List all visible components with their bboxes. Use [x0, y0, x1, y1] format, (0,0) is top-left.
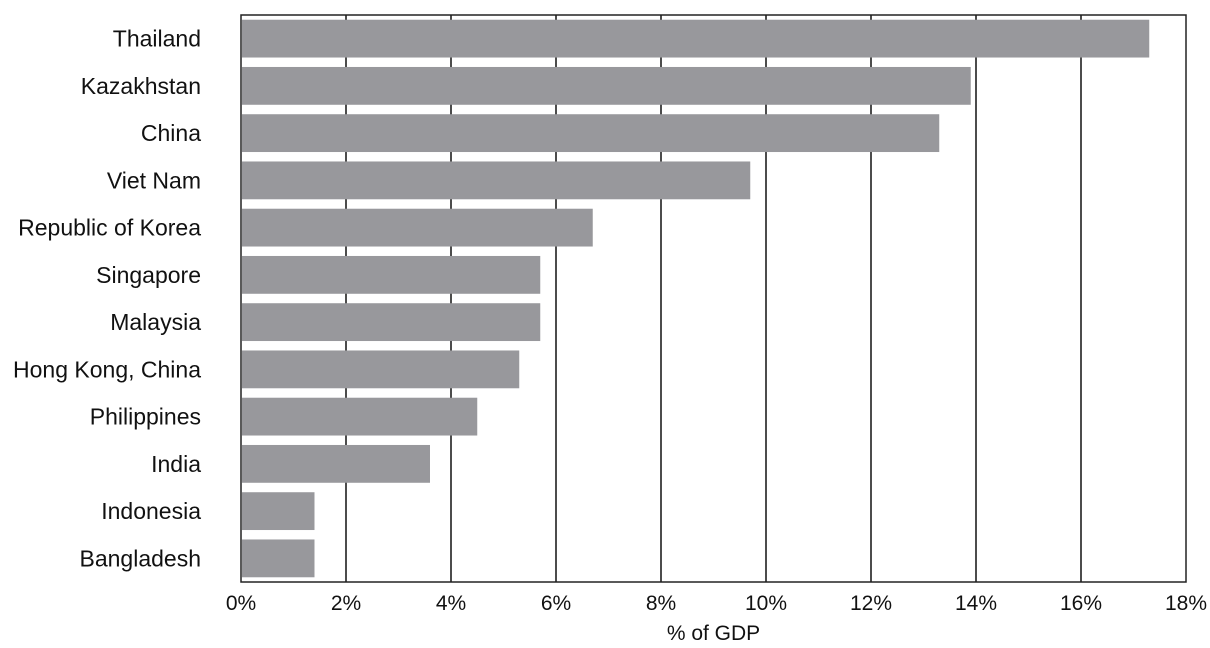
x-tick-label: 10% [745, 592, 787, 615]
bar-thailand [242, 19, 1150, 58]
category-label: Malaysia [110, 309, 201, 335]
bar-malaysia [242, 303, 541, 342]
x-tick-label: 12% [850, 592, 892, 615]
x-tick-label: 0% [226, 592, 256, 615]
x-tick-label: 2% [331, 592, 361, 615]
category-label: Thailand [113, 26, 201, 52]
category-label: China [141, 120, 201, 146]
category-label: Hong Kong, China [13, 356, 201, 382]
bar-indonesia [242, 492, 315, 531]
category-label: Viet Nam [107, 167, 201, 193]
bar-singapore [242, 255, 541, 294]
x-tick-label: 18% [1165, 592, 1207, 615]
category-labels: Thailand Kazakhstan China Viet Nam Republic … [13, 26, 201, 572]
bars [242, 19, 1150, 578]
x-axis-title: % of GDP [667, 622, 760, 645]
x-tick-labels: 0% 2% 4% 6% 8% 10% 12% 14% 16% 18% [226, 592, 1207, 615]
category-label: India [151, 451, 201, 477]
bar-republic-of-korea [242, 208, 593, 247]
x-tick-label: 4% [436, 592, 466, 615]
bar-philippines [242, 397, 478, 436]
grid-lines [345, 15, 1082, 582]
bar-india [242, 444, 430, 483]
bar-viet-nam [242, 161, 751, 200]
bar-china [242, 114, 940, 153]
category-label: Philippines [90, 404, 201, 430]
category-label: Kazakhstan [81, 73, 201, 99]
bar-kazakhstan [242, 66, 971, 105]
bar-hong-kong-china [242, 350, 520, 389]
category-label: Bangladesh [80, 545, 202, 571]
x-tick-label: 8% [646, 592, 676, 615]
category-label: Republic of Korea [18, 215, 201, 241]
bar-bangladesh [242, 539, 315, 578]
category-label: Indonesia [101, 498, 201, 524]
plot-frame [240, 14, 1187, 583]
x-tick-label: 14% [955, 592, 997, 615]
category-label: Singapore [96, 262, 201, 288]
x-tick-label: 6% [541, 592, 571, 615]
x-tick-label: 16% [1060, 592, 1102, 615]
